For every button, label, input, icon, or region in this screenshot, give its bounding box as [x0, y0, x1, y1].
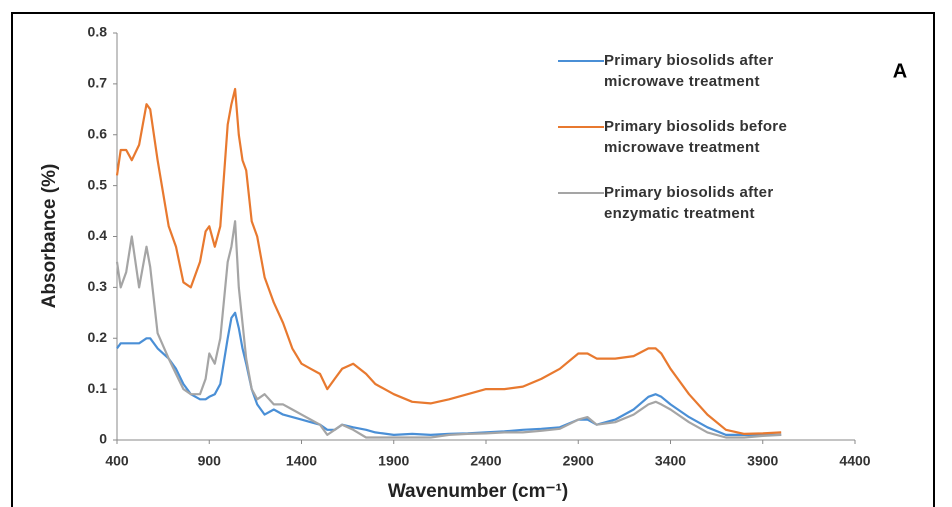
panel-label: A: [893, 60, 907, 82]
series-line: [115, 220, 782, 439]
y-tick-label: 0.8: [88, 24, 108, 40]
y-axis-label: Absorbance (%): [39, 164, 60, 309]
legend-label: Primary biosolids after microwave treatm…: [604, 52, 774, 90]
x-tick-label: 2900: [563, 453, 594, 469]
legend-swatch: [558, 60, 604, 62]
legend-swatch: [558, 126, 604, 128]
y-tick-label: 0.1: [88, 380, 108, 396]
legend-entry: Primary biosolids after microwave treatm…: [558, 50, 828, 92]
x-tick-label: 1900: [378, 453, 409, 469]
y-tick-label: 0.4: [88, 227, 108, 243]
y-tick-label: 0.5: [88, 176, 108, 192]
x-tick-label: 2400: [470, 453, 501, 469]
legend-entry: Primary biosolids after enzymatic treatm…: [558, 182, 828, 224]
y-tick-label: 0.6: [88, 125, 108, 141]
y-tick-label: 0.2: [88, 329, 108, 345]
x-tick-label: 1400: [286, 453, 317, 469]
x-tick-label: 3400: [655, 453, 686, 469]
legend-entry: Primary biosolids before microwave treat…: [558, 116, 828, 158]
x-tick-label: 4400: [839, 453, 870, 469]
y-tick-label: 0.3: [88, 278, 108, 294]
legend-label: Primary biosolids after enzymatic treatm…: [604, 184, 774, 222]
y-tick-label: 0.7: [88, 75, 108, 91]
x-tick-label: 400: [105, 453, 129, 469]
series-line: [115, 87, 782, 435]
x-tick-label: 900: [198, 453, 222, 469]
x-axis-label: Wavenumber (cm⁻¹): [388, 481, 568, 502]
legend: Primary biosolids after microwave treatm…: [558, 50, 828, 224]
frame: [11, 12, 935, 507]
x-tick-label: 3900: [747, 453, 778, 469]
legend-label: Primary biosolids before microwave treat…: [604, 118, 788, 156]
y-tick-label: 0: [99, 431, 107, 447]
legend-swatch: [558, 192, 604, 194]
